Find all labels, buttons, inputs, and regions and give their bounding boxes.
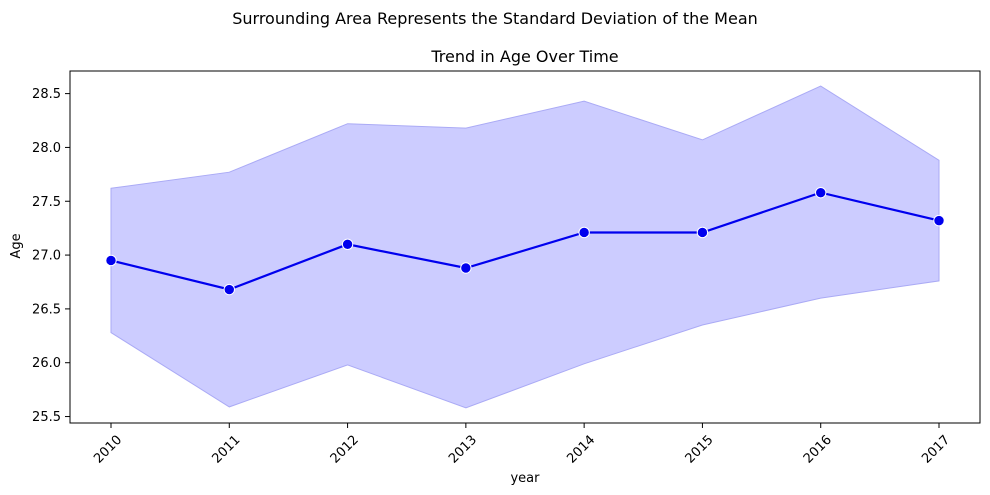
- x-tick-label: 2017: [919, 433, 953, 467]
- figure-suptitle: Surrounding Area Represents the Standard…: [232, 9, 758, 28]
- data-point-2014: [578, 226, 590, 239]
- y-tick-label: 27.0: [32, 249, 61, 264]
- plot-area: [105, 85, 945, 409]
- x-tick-label: 2011: [209, 433, 243, 467]
- std-dev-band: [110, 85, 940, 409]
- data-point-2017: [933, 214, 945, 227]
- x-tick-label: 2014: [564, 433, 598, 467]
- data-point-2013: [460, 262, 472, 274]
- x-tick-label: 2015: [683, 433, 717, 467]
- chart-title: Trend in Age Over Time: [430, 47, 618, 66]
- x-tick-label: 2012: [328, 433, 362, 467]
- mean-line: [110, 191, 940, 291]
- y-tick-label: 25.5: [32, 410, 61, 425]
- x-tick-label: 2010: [91, 433, 125, 467]
- y-tick-label: 27.5: [32, 195, 61, 210]
- y-axis-label: Age: [9, 233, 24, 258]
- y-tick-label: 28.5: [32, 87, 61, 102]
- data-markers: [105, 186, 945, 296]
- data-point-2015: [696, 226, 709, 239]
- plot-frame: [69, 70, 981, 424]
- x-tick-label: 2013: [446, 433, 480, 467]
- x-tick-label: 2016: [801, 433, 835, 467]
- y-axis: 25.5 26.0 26.5 27.0 27.5 28.0 28.5: [32, 87, 70, 425]
- data-point-2012: [341, 238, 354, 251]
- x-axis: 2010 2011 2012 2013 2014 2015 2016 2017: [91, 423, 953, 467]
- data-point-2010: [105, 254, 117, 267]
- x-axis-label: year: [510, 471, 540, 486]
- y-tick-label: 26.0: [32, 356, 61, 371]
- y-tick-label: 28.0: [32, 141, 61, 156]
- data-point-2016: [815, 186, 827, 199]
- data-point-2011: [223, 283, 235, 296]
- y-tick-label: 26.5: [32, 302, 61, 317]
